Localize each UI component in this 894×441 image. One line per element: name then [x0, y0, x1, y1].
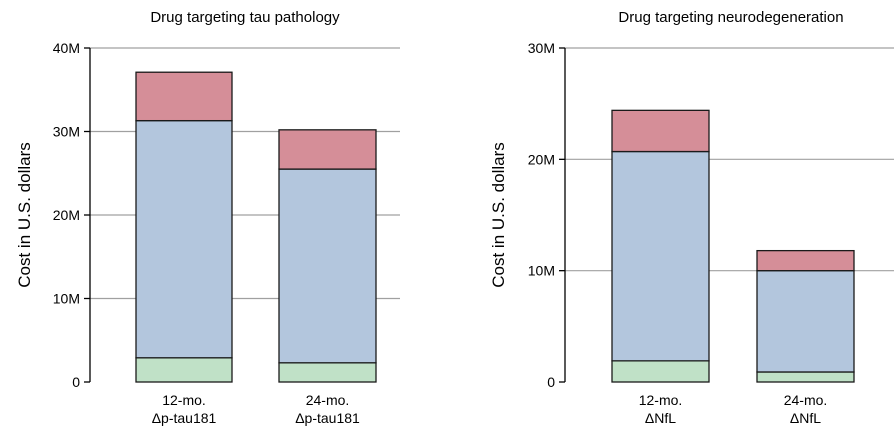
- bar-1-bottom-segment: [135, 357, 233, 383]
- chart-title: Drug targeting tau pathology: [150, 9, 340, 26]
- x-category-label: ΔNfL: [790, 410, 821, 426]
- x-category-label: 24-mo.: [306, 392, 350, 408]
- y-axis-label: Cost in U.S. dollars: [15, 142, 34, 288]
- bar-2-middle-segment: [278, 168, 377, 364]
- bar-2-top-segment: [278, 129, 377, 170]
- bar-2-top-segment: [756, 249, 855, 272]
- x-category-label: 24-mo.: [784, 392, 828, 408]
- bar-2-bottom-segment: [278, 362, 377, 383]
- y-tick-label: 0: [72, 374, 80, 390]
- bar-2-middle-segment: [756, 270, 855, 373]
- bar-1-top-segment: [135, 71, 233, 122]
- x-category-label: Δp-tau181: [152, 410, 217, 426]
- y-axis-label: Cost in U.S. dollars: [489, 142, 508, 288]
- bar-1-bottom-segment: [611, 360, 710, 383]
- y-tick-label: 20M: [528, 151, 555, 167]
- bar-1-middle-segment: [611, 150, 710, 362]
- x-category-label: 12-mo.: [639, 392, 683, 408]
- chart-panel-1: Drug targeting tau pathology 0 10M 20M 30M 40…: [15, 9, 400, 426]
- bar-1-middle-segment: [135, 119, 233, 359]
- y-tick-label: 10M: [528, 263, 555, 279]
- y-tick-label: 40M: [53, 40, 80, 56]
- y-tick-label: 0: [547, 374, 555, 390]
- bar-2-bottom-segment: [756, 371, 855, 383]
- chart-panel-2: Drug targeting neurodegeneration 0 10M 20M 3…: [489, 9, 894, 426]
- x-category-label: ΔNfL: [645, 410, 676, 426]
- y-tick-label: 20M: [53, 207, 80, 223]
- y-tick-label: 10M: [53, 291, 80, 307]
- y-tick-label: 30M: [53, 124, 80, 140]
- x-category-label: 12-mo.: [162, 392, 206, 408]
- bar-1-top-segment: [611, 109, 710, 153]
- chart-title: Drug targeting neurodegeneration: [618, 9, 843, 26]
- x-category-label: Δp-tau181: [295, 410, 360, 426]
- y-tick-label: 30M: [528, 40, 555, 56]
